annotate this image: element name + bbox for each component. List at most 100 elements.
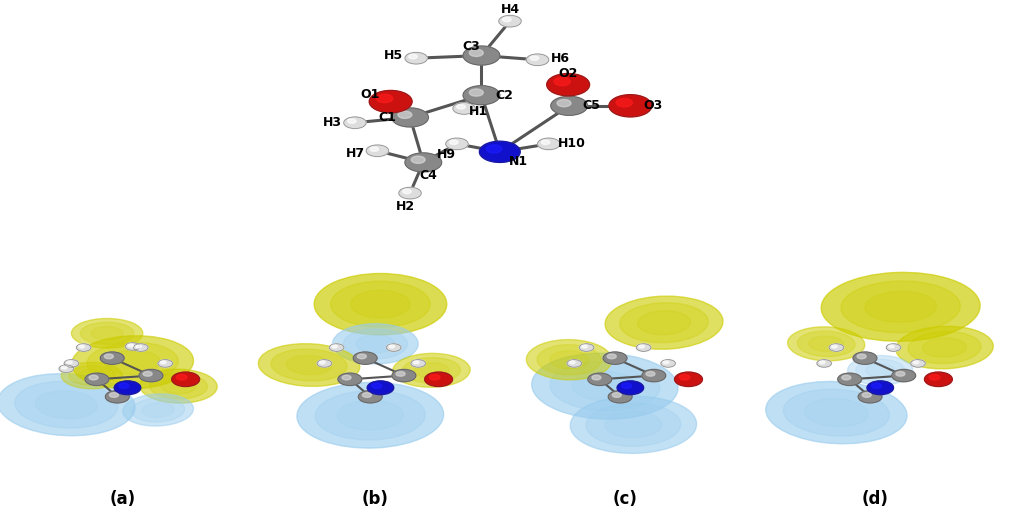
Circle shape [923, 372, 952, 387]
Circle shape [369, 90, 412, 113]
Ellipse shape [140, 369, 217, 403]
Circle shape [857, 390, 881, 403]
Ellipse shape [895, 326, 993, 369]
Circle shape [353, 352, 377, 364]
Circle shape [591, 375, 600, 380]
Ellipse shape [342, 329, 408, 359]
Circle shape [498, 15, 521, 27]
Ellipse shape [549, 351, 588, 369]
Ellipse shape [907, 332, 980, 363]
Circle shape [463, 86, 499, 105]
Circle shape [397, 111, 412, 118]
Circle shape [502, 17, 511, 22]
Circle shape [553, 77, 570, 86]
Ellipse shape [69, 366, 114, 386]
Circle shape [347, 119, 356, 123]
Circle shape [413, 361, 419, 364]
Circle shape [452, 103, 475, 114]
Circle shape [395, 371, 405, 376]
Ellipse shape [586, 403, 680, 446]
Circle shape [398, 187, 421, 199]
Text: N1: N1 [508, 155, 527, 168]
Text: H1: H1 [469, 105, 487, 117]
Circle shape [641, 369, 665, 382]
Circle shape [429, 375, 439, 380]
Ellipse shape [797, 331, 854, 357]
Ellipse shape [81, 322, 133, 344]
Circle shape [891, 369, 915, 382]
Circle shape [866, 381, 893, 395]
Circle shape [109, 393, 118, 397]
Circle shape [861, 393, 870, 397]
Circle shape [100, 352, 124, 364]
Circle shape [928, 375, 938, 380]
Text: H3: H3 [323, 116, 341, 129]
Ellipse shape [403, 358, 460, 383]
Circle shape [125, 343, 140, 350]
Circle shape [611, 393, 621, 397]
Circle shape [371, 383, 381, 388]
Circle shape [679, 375, 689, 380]
Circle shape [616, 381, 643, 395]
Circle shape [606, 354, 615, 359]
Circle shape [405, 52, 427, 64]
Circle shape [621, 383, 631, 388]
Ellipse shape [14, 381, 118, 428]
Ellipse shape [91, 326, 123, 340]
Ellipse shape [765, 381, 906, 444]
Text: C5: C5 [582, 99, 600, 112]
Ellipse shape [808, 336, 843, 351]
Circle shape [358, 390, 382, 403]
Circle shape [317, 360, 331, 367]
Circle shape [331, 345, 337, 348]
Circle shape [607, 390, 632, 403]
Circle shape [59, 365, 73, 372]
Circle shape [856, 354, 865, 359]
Circle shape [391, 369, 416, 382]
Ellipse shape [161, 379, 196, 394]
Ellipse shape [332, 324, 418, 364]
Text: H7: H7 [345, 147, 364, 160]
Circle shape [660, 360, 675, 367]
Circle shape [567, 360, 581, 367]
Ellipse shape [392, 353, 470, 387]
Circle shape [608, 95, 651, 117]
Circle shape [114, 381, 141, 395]
Text: H10: H10 [557, 138, 586, 150]
Text: (c): (c) [612, 490, 637, 508]
Circle shape [319, 361, 325, 364]
Ellipse shape [297, 382, 443, 448]
Circle shape [104, 354, 113, 359]
Ellipse shape [36, 391, 97, 418]
Ellipse shape [271, 349, 346, 381]
Circle shape [587, 373, 611, 386]
Ellipse shape [351, 290, 410, 318]
Circle shape [579, 344, 593, 351]
Circle shape [645, 371, 654, 376]
Circle shape [409, 54, 417, 59]
Circle shape [386, 344, 400, 351]
Circle shape [537, 138, 559, 150]
Ellipse shape [337, 400, 403, 430]
Circle shape [176, 375, 186, 380]
Ellipse shape [131, 398, 184, 422]
Circle shape [895, 371, 904, 376]
Ellipse shape [286, 355, 331, 375]
Circle shape [118, 383, 128, 388]
Circle shape [343, 117, 366, 129]
Ellipse shape [61, 362, 122, 389]
Circle shape [602, 352, 627, 364]
Circle shape [160, 361, 166, 364]
Circle shape [457, 105, 465, 109]
Ellipse shape [864, 291, 935, 322]
Circle shape [662, 361, 668, 364]
Text: H9: H9 [437, 148, 455, 161]
Circle shape [133, 344, 148, 351]
Ellipse shape [314, 273, 446, 335]
Circle shape [136, 345, 142, 348]
Circle shape [841, 375, 850, 380]
Circle shape [830, 345, 837, 348]
Circle shape [89, 375, 98, 380]
Text: O1: O1 [361, 88, 379, 101]
Circle shape [569, 361, 575, 364]
